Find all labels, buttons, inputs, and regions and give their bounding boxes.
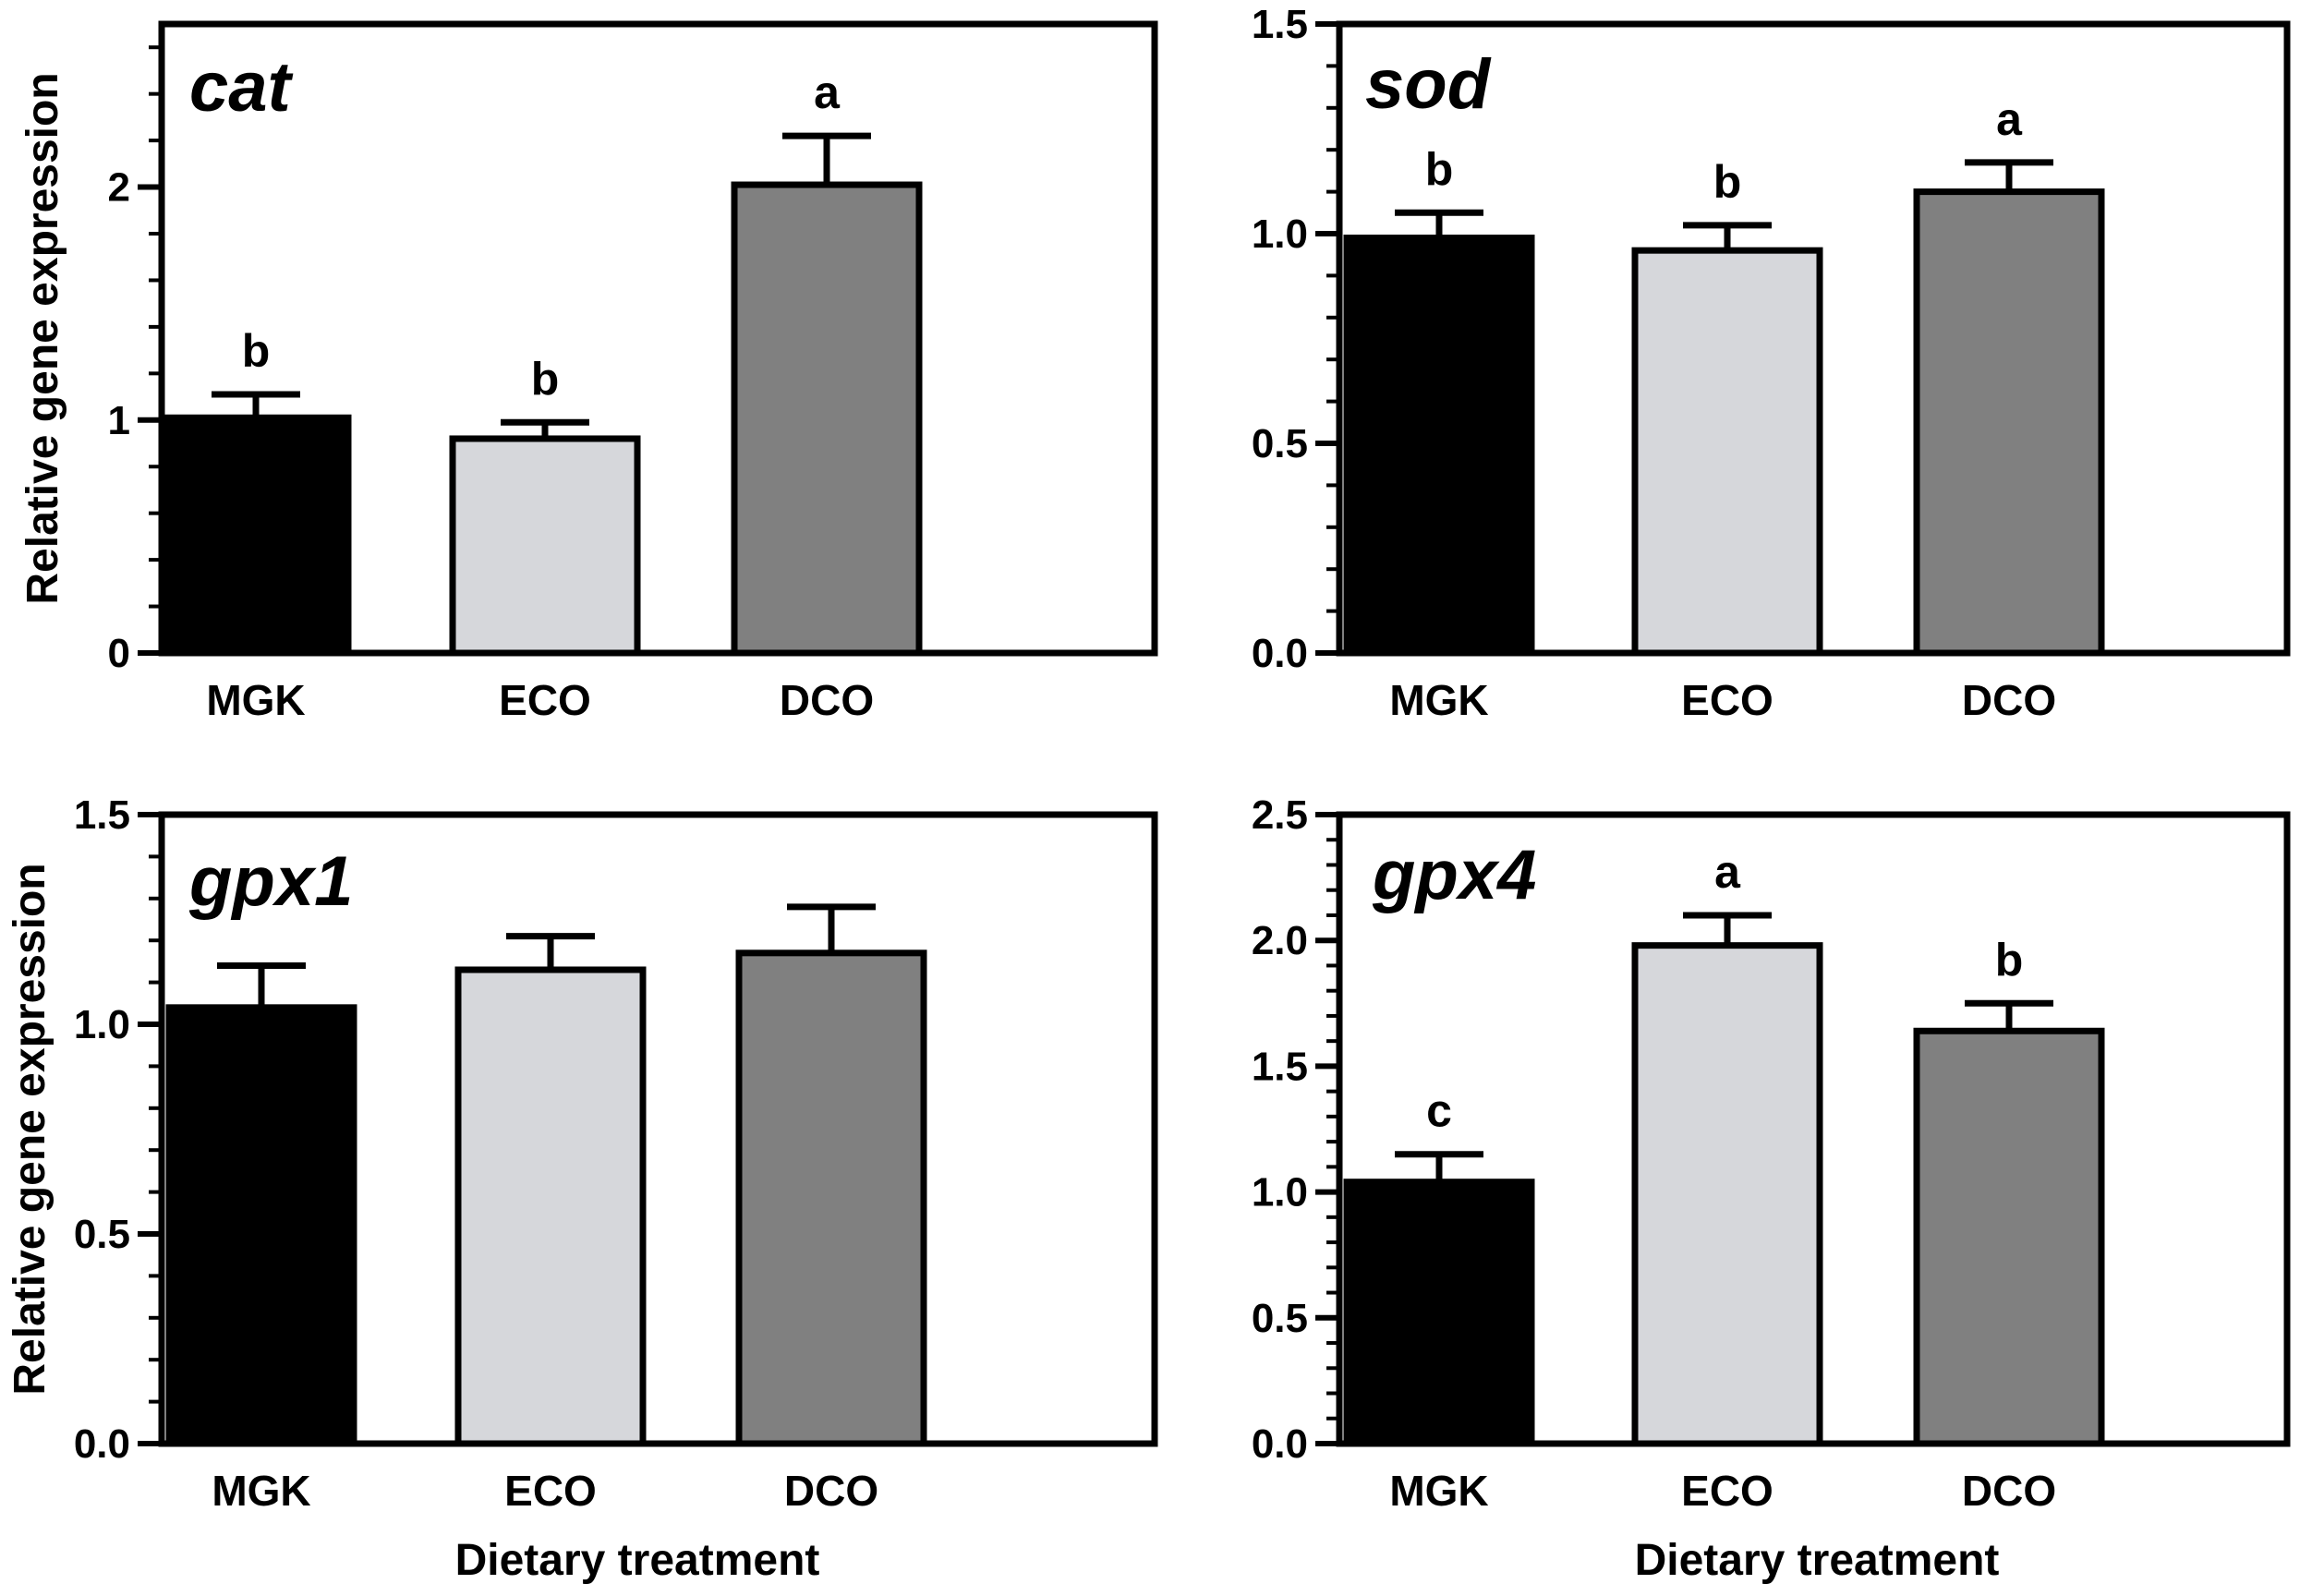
bar-DCO	[735, 949, 927, 1447]
bar-MGK	[1343, 235, 1535, 657]
x-tick-label-DCO: DCO	[1962, 1467, 2056, 1515]
bar-ECO	[449, 435, 641, 657]
y-tick-label: 0.5	[1252, 421, 1308, 466]
significance-label-ECO: b	[531, 353, 560, 405]
bar-DCO	[1913, 188, 2105, 657]
x-tick-label-MGK: MGK	[1389, 676, 1488, 724]
y-tick-label: 2	[108, 165, 130, 211]
y-tick-label: 0.5	[1252, 1296, 1308, 1341]
panel-title: cat	[189, 48, 294, 127]
y-tick-label: 0.0	[1252, 631, 1308, 676]
significance-label-MGK: c	[1426, 1085, 1452, 1137]
bar-DCO	[731, 181, 923, 657]
chart-panel-gpx4: 0.0 0.5 1.0 1.5 2.0 2.5 gpx4 c MGK a ECO b DCO Dietar…	[1252, 792, 2291, 1585]
bar-ECO	[1631, 942, 1823, 1447]
significance-label-MGK: b	[242, 325, 271, 377]
y-tick-label: 2.0	[1252, 918, 1308, 963]
x-tick-label-ECO: ECO	[504, 1467, 597, 1515]
significance-label-MGK: b	[1425, 143, 1454, 195]
y-tick-label: 1.5	[1252, 2, 1308, 47]
y-tick-label: 1.0	[74, 1002, 130, 1047]
bar-DCO	[1913, 1027, 2105, 1447]
significance-label-DCO: a	[1996, 93, 2023, 145]
y-tick-label: 1.5	[74, 792, 130, 838]
y-tick-label: 0	[108, 631, 130, 676]
significance-label-ECO: b	[1713, 156, 1742, 208]
chart-panel-cat: 0 1 2 cat b MGK b ECO a DCO Relative gene expressi…	[18, 20, 1158, 724]
y-tick-label: 0.0	[74, 1421, 130, 1467]
y-axis-title: Relative gene expression	[18, 72, 67, 604]
x-tick-label-MGK: MGK	[1389, 1467, 1488, 1515]
x-tick-label-ECO: ECO	[1681, 1467, 1773, 1515]
x-tick-label-DCO: DCO	[784, 1467, 878, 1515]
x-tick-label-ECO: ECO	[1681, 676, 1773, 724]
x-tick-label-MGK: MGK	[212, 1467, 310, 1515]
chart-panel-gpx1: 0.0 0.5 1.0 1.5 gpx1 MGK ECO DCO Relative gene e…	[6, 792, 1158, 1585]
plot-frame	[158, 20, 1158, 657]
y-axis-title: Relative gene expression	[6, 863, 54, 1395]
panel-title: sod	[1365, 45, 1492, 124]
y-tick-label: 1.0	[1252, 1170, 1308, 1215]
bar-ECO	[454, 966, 647, 1447]
y-tick-label: 1.0	[1252, 212, 1308, 257]
y-tick-label: 1.5	[1252, 1044, 1308, 1089]
chart-panel-sod: 0.0 0.5 1.0 1.5 sod b MGK b ECO a DCO	[1252, 2, 2291, 724]
x-axis-title: Dietary treatment	[1635, 1536, 2000, 1585]
y-tick-label: 0.0	[1252, 1421, 1308, 1467]
x-tick-label-MGK: MGK	[206, 676, 305, 724]
panel-title: gpx4	[1372, 836, 1536, 914]
y-tick-label: 1	[108, 398, 130, 443]
y-tick-label: 0.5	[74, 1212, 130, 1257]
bar-MGK	[1343, 1179, 1535, 1447]
x-tick-label-ECO: ECO	[499, 676, 591, 724]
bar-MGK	[165, 1004, 357, 1447]
significance-label-ECO: a	[1714, 846, 1741, 898]
x-axis-title: Dietary treatment	[455, 1536, 820, 1585]
x-tick-label-DCO: DCO	[1962, 676, 2056, 724]
y-tick-label: 2.5	[1252, 792, 1308, 838]
chart-panels: 0 1 2 cat b MGK b ECO a DCO Relative gene expressi…	[6, 2, 2291, 1585]
significance-label-DCO: a	[814, 66, 841, 118]
panel-title: gpx1	[188, 842, 353, 921]
significance-label-DCO: b	[1995, 934, 2024, 985]
bar-ECO	[1631, 247, 1823, 657]
plot-frame	[158, 811, 1158, 1447]
x-tick-label-DCO: DCO	[780, 676, 874, 724]
bar-MGK	[160, 414, 352, 657]
